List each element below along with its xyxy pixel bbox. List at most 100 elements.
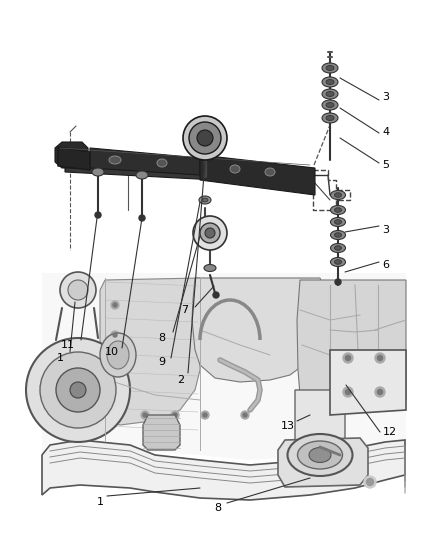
Ellipse shape [331,244,346,253]
Circle shape [113,363,117,367]
Circle shape [113,303,117,307]
Ellipse shape [331,190,346,199]
Circle shape [40,352,116,428]
Text: 3: 3 [382,92,389,102]
Polygon shape [58,147,90,170]
Text: 2: 2 [177,375,184,385]
Circle shape [378,356,382,360]
Text: 1: 1 [96,497,103,507]
Ellipse shape [109,156,121,164]
Ellipse shape [322,100,338,110]
Circle shape [213,292,219,298]
Ellipse shape [322,63,338,73]
Ellipse shape [100,333,136,377]
Ellipse shape [335,246,342,251]
Ellipse shape [265,168,275,176]
Polygon shape [192,278,330,382]
Circle shape [183,116,227,160]
Circle shape [56,368,100,412]
Circle shape [335,279,341,285]
Text: 10: 10 [105,347,119,357]
Circle shape [201,411,209,419]
Ellipse shape [331,206,346,214]
Polygon shape [100,278,200,425]
Ellipse shape [335,220,342,224]
Ellipse shape [230,165,240,173]
Text: 4: 4 [382,127,389,137]
Ellipse shape [335,233,342,237]
Circle shape [241,411,249,419]
Circle shape [26,338,130,442]
Text: 8: 8 [215,503,222,513]
Text: 13: 13 [281,421,295,431]
Circle shape [343,387,353,397]
Ellipse shape [287,434,353,476]
Circle shape [346,356,350,360]
Circle shape [171,411,179,419]
Circle shape [113,333,117,337]
Ellipse shape [335,208,342,212]
Polygon shape [65,152,310,185]
Ellipse shape [326,79,334,85]
Circle shape [346,390,350,394]
Text: 5: 5 [382,160,389,170]
Polygon shape [297,280,406,408]
Ellipse shape [202,198,208,202]
Polygon shape [55,142,88,168]
Text: 3: 3 [382,225,389,235]
Circle shape [95,212,101,218]
Text: 9: 9 [159,357,166,367]
Ellipse shape [204,264,216,271]
Circle shape [375,353,385,363]
Polygon shape [90,148,200,175]
Polygon shape [42,440,405,500]
Text: 1: 1 [57,353,64,363]
Circle shape [197,130,213,146]
Circle shape [200,223,220,243]
Ellipse shape [92,168,104,176]
Ellipse shape [136,171,148,179]
Circle shape [111,301,119,309]
Polygon shape [42,273,406,460]
Polygon shape [295,390,345,448]
Text: 6: 6 [382,260,389,270]
Ellipse shape [199,196,211,204]
Ellipse shape [326,102,334,108]
Circle shape [139,215,145,221]
Polygon shape [143,415,180,450]
Ellipse shape [326,116,334,120]
Ellipse shape [326,66,334,70]
Circle shape [143,413,147,417]
Circle shape [203,413,207,417]
Circle shape [68,280,88,300]
Ellipse shape [326,92,334,96]
Ellipse shape [322,77,338,87]
Circle shape [205,228,215,238]
Ellipse shape [331,217,346,227]
Text: 7: 7 [181,305,189,315]
Circle shape [189,122,221,154]
Ellipse shape [107,341,129,369]
Circle shape [378,390,382,394]
Text: 11: 11 [61,340,75,350]
Ellipse shape [297,441,343,469]
Ellipse shape [157,159,167,167]
Ellipse shape [331,257,346,266]
Ellipse shape [322,113,338,123]
Circle shape [243,413,247,417]
Circle shape [367,479,374,486]
Ellipse shape [335,193,342,197]
Polygon shape [200,155,315,195]
Circle shape [60,272,96,308]
Circle shape [375,387,385,397]
Circle shape [111,361,119,369]
Polygon shape [330,350,406,415]
Ellipse shape [322,89,338,99]
Circle shape [343,353,353,363]
Text: 12: 12 [383,427,397,437]
Ellipse shape [331,230,346,239]
Circle shape [173,413,177,417]
Ellipse shape [335,260,342,264]
Circle shape [70,382,86,398]
Circle shape [364,476,376,488]
